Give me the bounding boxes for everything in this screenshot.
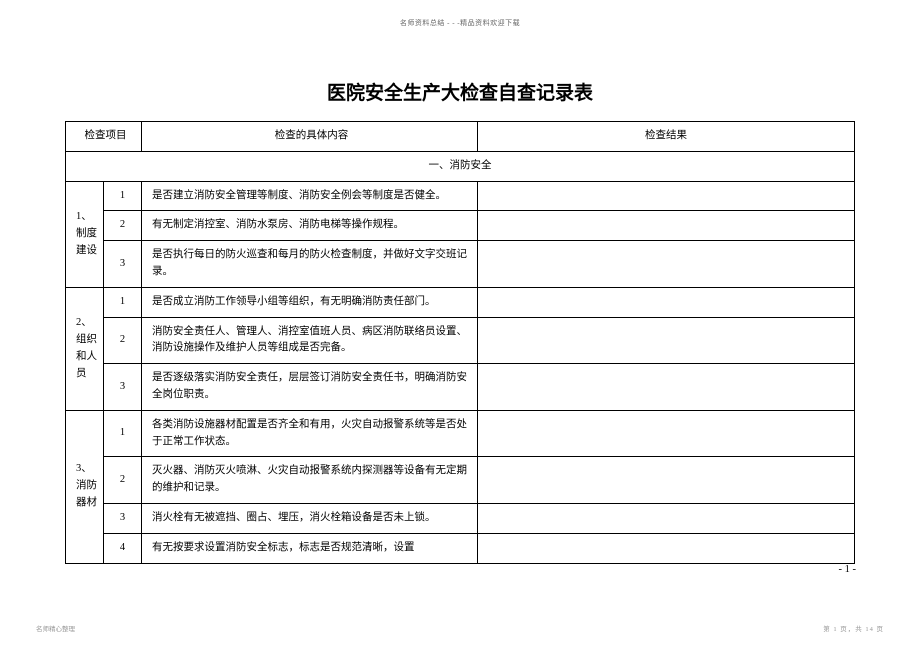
row-num: 1 bbox=[104, 287, 142, 317]
row-result bbox=[478, 410, 855, 457]
row-result bbox=[478, 181, 855, 211]
table-row: 3 是否逐级落实消防安全责任，层层签订消防安全责任书，明确消防安全岗位职责。 bbox=[66, 364, 855, 411]
category-cell: 1、制度建设 bbox=[66, 181, 104, 287]
table-row: 3 是否执行每日的防火巡查和每月的防火检查制度，并做好文字交班记录。 bbox=[66, 241, 855, 288]
row-content: 是否建立消防安全管理等制度、消防安全例会等制度是否健全。 bbox=[142, 181, 478, 211]
section-header-row: 一、消防安全 bbox=[66, 151, 855, 181]
table-row: 2 灭火器、消防灭火喷淋、火灾自动报警系统内探测器等设备有无定期的维护和记录。 bbox=[66, 457, 855, 504]
row-num: 2 bbox=[104, 211, 142, 241]
col-header-content: 检查的具体内容 bbox=[142, 122, 478, 152]
row-result bbox=[478, 241, 855, 288]
row-content: 灭火器、消防灭火喷淋、火灾自动报警系统内探测器等设备有无定期的维护和记录。 bbox=[142, 457, 478, 504]
row-content: 消火栓有无被遮挡、圈占、埋压，消火栓箱设备是否未上锁。 bbox=[142, 503, 478, 533]
footer-left-text: 名师精心整理 bbox=[36, 623, 75, 633]
table-row: 4 有无按要求设置消防安全标志，标志是否规范清晰，设置 bbox=[66, 533, 855, 563]
table-header-row: 检查项目 检查的具体内容 检查结果 bbox=[66, 122, 855, 152]
row-num: 4 bbox=[104, 533, 142, 563]
table-row: 3、消防器材 1 各类消防设施器材配置是否齐全和有用，火灾自动报警系统等是否处于… bbox=[66, 410, 855, 457]
row-num: 1 bbox=[104, 410, 142, 457]
footer-right-text: 第 1 页，共 14 页 bbox=[823, 623, 884, 633]
row-result bbox=[478, 457, 855, 504]
section-1-title: 一、消防安全 bbox=[66, 151, 855, 181]
row-result bbox=[478, 533, 855, 563]
table-row: 2 有无制定消控室、消防水泵房、消防电梯等操作规程。 bbox=[66, 211, 855, 241]
row-result bbox=[478, 287, 855, 317]
row-content: 有无按要求设置消防安全标志，标志是否规范清晰，设置 bbox=[142, 533, 478, 563]
row-result bbox=[478, 364, 855, 411]
row-num: 3 bbox=[104, 364, 142, 411]
row-result bbox=[478, 211, 855, 241]
category-cell: 3、消防器材 bbox=[66, 410, 104, 563]
page-number: - 1 - bbox=[839, 564, 857, 575]
inspection-table: 检查项目 检查的具体内容 检查结果 一、消防安全 1、制度建设 1 是否建立消防… bbox=[65, 121, 855, 564]
table-container: 检查项目 检查的具体内容 检查结果 一、消防安全 1、制度建设 1 是否建立消防… bbox=[65, 121, 855, 564]
row-content: 是否逐级落实消防安全责任，层层签订消防安全责任书，明确消防安全岗位职责。 bbox=[142, 364, 478, 411]
table-row: 1、制度建设 1 是否建立消防安全管理等制度、消防安全例会等制度是否健全。 bbox=[66, 181, 855, 211]
row-num: 2 bbox=[104, 457, 142, 504]
row-num: 2 bbox=[104, 317, 142, 364]
row-content: 各类消防设施器材配置是否齐全和有用，火灾自动报警系统等是否处于正常工作状态。 bbox=[142, 410, 478, 457]
row-content: 是否执行每日的防火巡查和每月的防火检查制度，并做好文字交班记录。 bbox=[142, 241, 478, 288]
row-num: 3 bbox=[104, 503, 142, 533]
col-header-category: 检查项目 bbox=[66, 122, 142, 152]
table-row: 3 消火栓有无被遮挡、圈占、埋压，消火栓箱设备是否未上锁。 bbox=[66, 503, 855, 533]
col-header-result: 检查结果 bbox=[478, 122, 855, 152]
row-content: 是否成立消防工作领导小组等组织，有无明确消防责任部门。 bbox=[142, 287, 478, 317]
row-content: 消防安全责任人、管理人、消控室值班人员、病区消防联络员设置、消防设施操作及维护人… bbox=[142, 317, 478, 364]
row-num: 1 bbox=[104, 181, 142, 211]
table-row: 2、组织和人员 1 是否成立消防工作领导小组等组织，有无明确消防责任部门。 bbox=[66, 287, 855, 317]
top-header-text: 名师资料总结 - - -精品资料欢迎下载 bbox=[0, 0, 920, 28]
row-result bbox=[478, 503, 855, 533]
row-num: 3 bbox=[104, 241, 142, 288]
table-row: 2 消防安全责任人、管理人、消控室值班人员、病区消防联络员设置、消防设施操作及维… bbox=[66, 317, 855, 364]
category-cell: 2、组织和人员 bbox=[66, 287, 104, 410]
document-title: 医院安全生产大检查自查记录表 bbox=[0, 78, 920, 105]
row-content: 有无制定消控室、消防水泵房、消防电梯等操作规程。 bbox=[142, 211, 478, 241]
row-result bbox=[478, 317, 855, 364]
